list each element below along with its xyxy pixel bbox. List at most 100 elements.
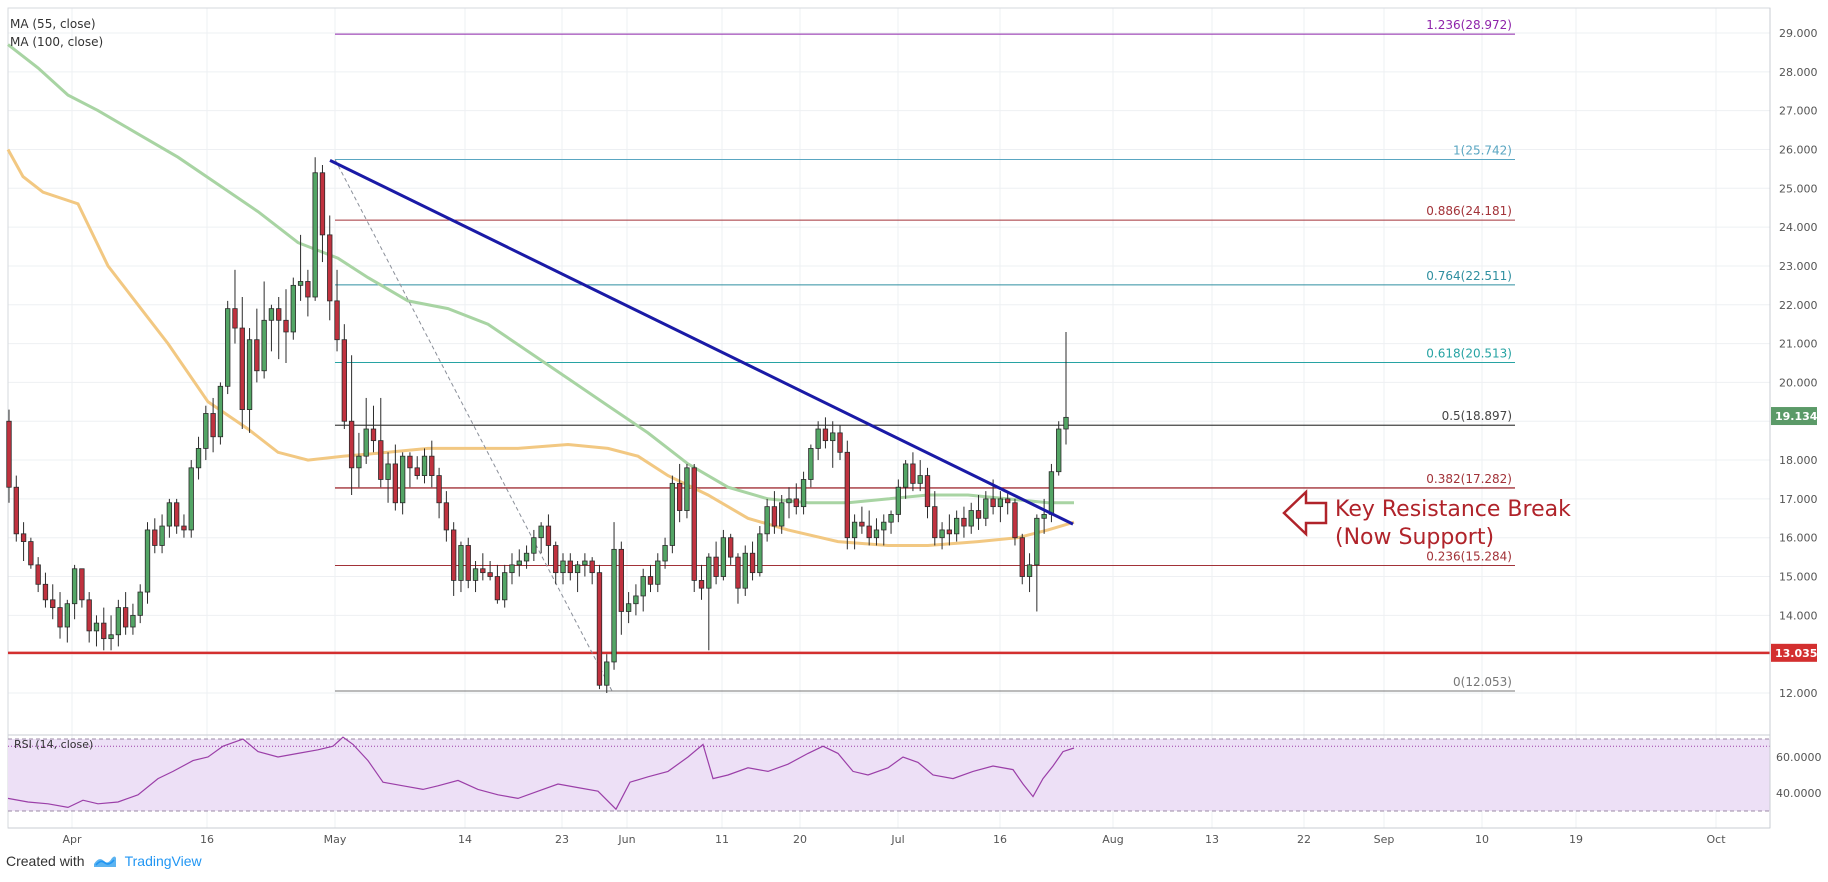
candle-body [93,622,100,632]
price-tick-label: 15.000 [1779,571,1818,584]
candle-body [327,234,333,302]
candle-body [210,413,216,438]
price-tick-label: 12.000 [1779,687,1818,700]
price-tick-label: 25.000 [1779,182,1818,195]
fib-label: 1(25.742) [1453,143,1512,157]
candle-body [939,529,945,539]
candle-body [1063,416,1069,430]
candle-body [596,572,603,686]
candle-body [399,455,406,504]
rsi-line [7,736,1075,811]
candle-body [152,529,158,546]
candle-body [378,440,384,480]
candle-body [720,537,727,577]
candle-body [749,552,756,574]
last-price-label: 19.134 [1775,410,1818,423]
price-tick-label: 20.000 [1779,376,1818,389]
candle-body [633,595,639,605]
candle-body [604,661,610,686]
candle-body [990,498,996,508]
candle-body [706,556,712,589]
candle-body [742,552,748,589]
candle-body [1026,564,1033,577]
candle-body [174,502,180,527]
candle-body [487,572,493,577]
fib-label: 0.886(24.181) [1426,204,1512,218]
candle-body [115,607,122,636]
candle-body [946,529,953,535]
candle-body [735,556,741,589]
fib-anchor-line [334,159,613,692]
candle-body [312,172,318,298]
candle-body [997,498,1004,508]
candle-body [283,319,289,333]
candle-body [859,521,865,527]
candle-body [640,576,646,597]
candle-body [188,467,194,531]
annotation-line-1: Key Resistance Break [1335,497,1571,522]
arrow-left-icon [1282,489,1328,537]
price-tick-label: 21.000 [1779,338,1818,351]
footer: Created with TradingView [6,853,202,869]
fib-label: 0.5(18.897) [1442,409,1512,423]
candle-body [421,455,428,476]
candle-body [28,541,34,566]
candle-body [902,463,909,488]
candle-body [6,420,12,488]
candle-body [159,525,165,546]
candle-body [757,533,763,574]
candle-body [713,556,719,577]
candle-body [480,568,486,574]
candle-body [79,568,85,601]
rsi-label: RSI (14, close) [14,738,94,751]
candle-body [509,564,515,574]
candle-body [407,455,413,469]
candle-body [166,502,173,527]
rsi-band [8,739,1770,811]
candle-body [57,607,63,628]
candle-body [917,475,923,484]
tradingview-brand[interactable]: TradingView [124,853,202,869]
time-tick-label: 11 [715,833,729,846]
candle-body [888,514,894,523]
candle-body [297,281,304,286]
candle-body [458,545,464,581]
candle-body [662,545,668,562]
ma100-path [7,43,1074,505]
fib-label: 0.764(22.511) [1426,269,1512,283]
candle-body [334,300,340,341]
candle-body [545,525,552,546]
candle-body [1048,471,1055,515]
candle-body [429,455,435,476]
annotation-text: Key Resistance Break (Now Support) [1335,496,1571,552]
candle-body [319,172,326,236]
candle-body [523,552,530,562]
candle-body [676,482,683,511]
created-with-text: Created with [6,853,85,869]
candle-body [122,607,129,628]
candle-body [1005,498,1011,504]
candle-body [363,428,369,457]
candle-body [108,634,114,640]
candle-body [392,463,399,504]
candle-body [655,560,661,585]
time-tick-label: Aug [1102,833,1123,846]
candle-body [647,576,654,585]
annotation-line-2: (Now Support) [1335,525,1495,550]
price-tick-label: 24.000 [1779,221,1818,234]
ma55-label: MA (55, close) [10,17,96,31]
candle-body [414,467,420,476]
candle-body [13,486,19,535]
candle-body [348,420,355,469]
candle-body [1056,428,1062,473]
price-tick-label: 18.000 [1779,454,1818,467]
candle-body [42,583,49,601]
candle-body [50,599,56,608]
time-tick-label: 22 [1297,833,1311,846]
candle-body [844,451,850,539]
candle-body [873,529,880,539]
candle-body [1012,502,1018,539]
time-tick-label: 13 [1205,833,1219,846]
candle-body [20,533,27,542]
